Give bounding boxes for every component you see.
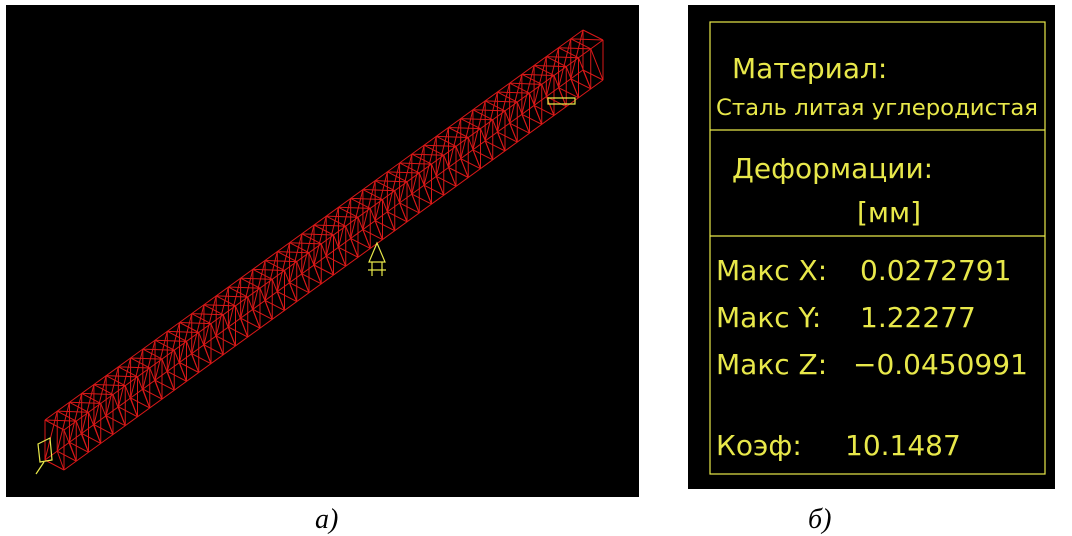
max-value: 0.0272791	[860, 254, 1011, 287]
unit: [мм]	[857, 196, 921, 229]
caption: б)	[808, 504, 831, 535]
caption: а)	[315, 504, 338, 535]
material-value: Сталь литая углеродистая	[716, 96, 1038, 121]
coef-value: 10.1487	[845, 429, 961, 462]
max-value: 1.22277	[860, 301, 976, 334]
max-label: Макс Y:	[716, 301, 821, 334]
deformations-label: Деформации:	[732, 152, 933, 185]
max-label: Макс X:	[716, 254, 827, 287]
material-label: Материал:	[732, 52, 887, 85]
figure: Материал: Сталь литая углеродистая Дефор…	[0, 0, 1072, 536]
max-value: −0.0450991	[853, 348, 1028, 381]
coef-label: Коэф:	[716, 429, 802, 462]
max-label: Макс Z:	[716, 348, 827, 381]
